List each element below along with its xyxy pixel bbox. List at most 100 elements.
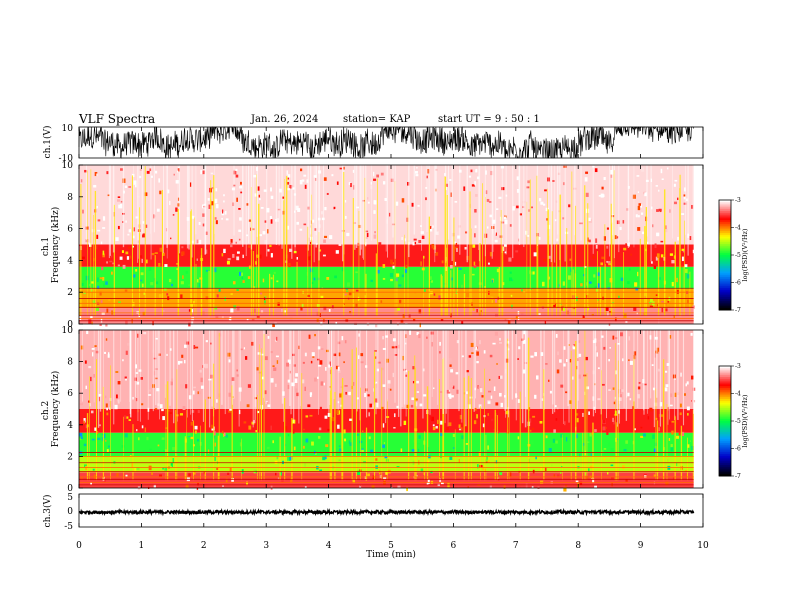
waveform-line xyxy=(78,125,694,159)
colorbar-step xyxy=(719,404,731,407)
colorbar-step xyxy=(719,264,731,267)
frequency-tick-label: 8 xyxy=(67,358,73,368)
colorbar-step xyxy=(719,214,731,217)
colorbar-step xyxy=(719,389,731,393)
frequency-tick-label: 10 xyxy=(62,161,74,171)
ch1-ytick-bottom: -10 xyxy=(59,154,74,164)
colorbar-step xyxy=(719,271,731,274)
colorbar-step xyxy=(719,240,731,243)
colorbar-step xyxy=(719,308,731,311)
colorbar-step xyxy=(719,424,731,427)
colorbar-step xyxy=(719,216,731,219)
colorbar-tick-label: -4 xyxy=(735,225,741,232)
colorbar-step xyxy=(719,233,731,236)
colorbar-tick-label: -7 xyxy=(735,473,741,480)
ch3-ytick-mid: 0 xyxy=(67,507,73,517)
colorbar-step xyxy=(719,367,731,371)
colorbar-tick-label: -4 xyxy=(735,391,741,398)
ch2-colorbar-label: log(PSD)(V²/Hz) xyxy=(741,394,749,447)
colorbar-step xyxy=(719,267,731,271)
frequency-tick-label: 2 xyxy=(67,288,73,298)
colorbar-step xyxy=(719,391,731,394)
colorbar-step xyxy=(719,245,731,249)
colorbar-tick-label: -5 xyxy=(735,252,741,259)
colorbar-step xyxy=(719,295,731,298)
colorbar-step xyxy=(719,223,731,227)
colorbar-step xyxy=(719,380,731,383)
ch1-ylabel: ch.1(V) xyxy=(42,126,53,159)
colorbar-step xyxy=(719,249,731,252)
colorbar-step xyxy=(719,382,731,385)
colorbar-step xyxy=(719,282,731,285)
colorbar-step xyxy=(719,474,731,477)
colorbar-step xyxy=(719,465,731,468)
colorbar-step xyxy=(719,421,731,424)
colorbar-step xyxy=(719,299,731,302)
time-tick-label: 5 xyxy=(388,541,394,551)
colorbar-step xyxy=(719,433,731,437)
spectrogram-band xyxy=(79,308,694,324)
colorbar-step xyxy=(719,472,731,475)
ch1-frequency-ticks: 0 2 4 6 8 10 xyxy=(62,161,83,330)
colorbar-step xyxy=(719,406,731,409)
colorbar-tick-label: -3 xyxy=(735,197,741,204)
colorbar-step xyxy=(719,415,731,418)
colorbar-step xyxy=(719,454,731,457)
colorbar-step xyxy=(719,400,731,404)
ch1-ytick-top: 10 xyxy=(62,124,74,134)
colorbar-tick-label: -3 xyxy=(735,363,741,370)
time-tick-label: 7 xyxy=(513,541,519,551)
ch2-spectrogram-image xyxy=(79,330,696,492)
spectrogram-narrowband-lines xyxy=(79,452,694,486)
colorbar-step xyxy=(719,218,731,221)
colorbar-step xyxy=(719,251,731,254)
colorbar-step xyxy=(719,422,731,426)
colorbar-step xyxy=(719,378,731,382)
colorbar-step xyxy=(719,373,731,376)
frequency-tick-label: 2 xyxy=(67,452,73,462)
ch1-colorbar-gradient xyxy=(719,200,731,311)
time-tick-label: 3 xyxy=(263,541,269,551)
colorbar-step xyxy=(719,286,731,289)
colorbar-step xyxy=(719,408,731,411)
time-axis-ticks: 0 1 2 3 4 5 6 7 8 9 10 xyxy=(76,127,709,551)
time-tick-label: 10 xyxy=(697,541,709,551)
colorbar-step xyxy=(719,402,731,405)
ch2-colorbar-ticks: -3 -4 -5 -6 -7 xyxy=(731,363,741,480)
colorbar-step xyxy=(719,443,731,446)
frequency-tick-label: 0 xyxy=(67,484,73,494)
figure-title: VLF Spectra xyxy=(78,112,155,126)
station-label: station= KAP xyxy=(343,114,411,125)
ch2-colorbar-gradient xyxy=(719,366,731,477)
colorbar-step xyxy=(719,284,731,287)
colorbar-step xyxy=(719,397,731,400)
colorbar-step xyxy=(719,430,731,433)
colorbar-step xyxy=(719,417,731,420)
colorbar-step xyxy=(719,278,731,282)
colorbar-step xyxy=(719,384,731,387)
colorbar-step xyxy=(719,377,731,380)
ch2-freq-ylabel-line2: Frequency (kHz) xyxy=(50,371,61,448)
colorbar-step xyxy=(719,426,731,429)
colorbar-step xyxy=(719,201,731,205)
colorbar-step xyxy=(719,375,731,378)
ch1-spectrogram-image xyxy=(79,165,695,328)
colorbar-step xyxy=(719,395,731,398)
colorbar-step xyxy=(719,227,731,230)
colorbar-step xyxy=(719,371,731,374)
colorbar-step xyxy=(719,236,731,239)
colorbar-step xyxy=(719,306,731,309)
colorbar-step xyxy=(719,220,731,223)
colorbar-step xyxy=(719,238,731,241)
colorbar-step xyxy=(719,369,731,372)
frequency-tick-label: 8 xyxy=(67,193,73,203)
colorbar-step xyxy=(719,207,731,210)
ch1-spectrogram-panel: 0 2 4 6 8 10 ch.1 Frequency (kHz) -3 -4 -5 -6 -7 … xyxy=(41,161,749,330)
colorbar-step xyxy=(719,277,731,280)
colorbar-tick-label: -6 xyxy=(735,446,741,453)
colorbar-step xyxy=(719,468,731,471)
time-tick-label: 1 xyxy=(139,541,145,551)
colorbar-step xyxy=(719,255,731,258)
colorbar-step xyxy=(719,297,731,300)
time-axis-label: Time (min) xyxy=(366,549,416,560)
